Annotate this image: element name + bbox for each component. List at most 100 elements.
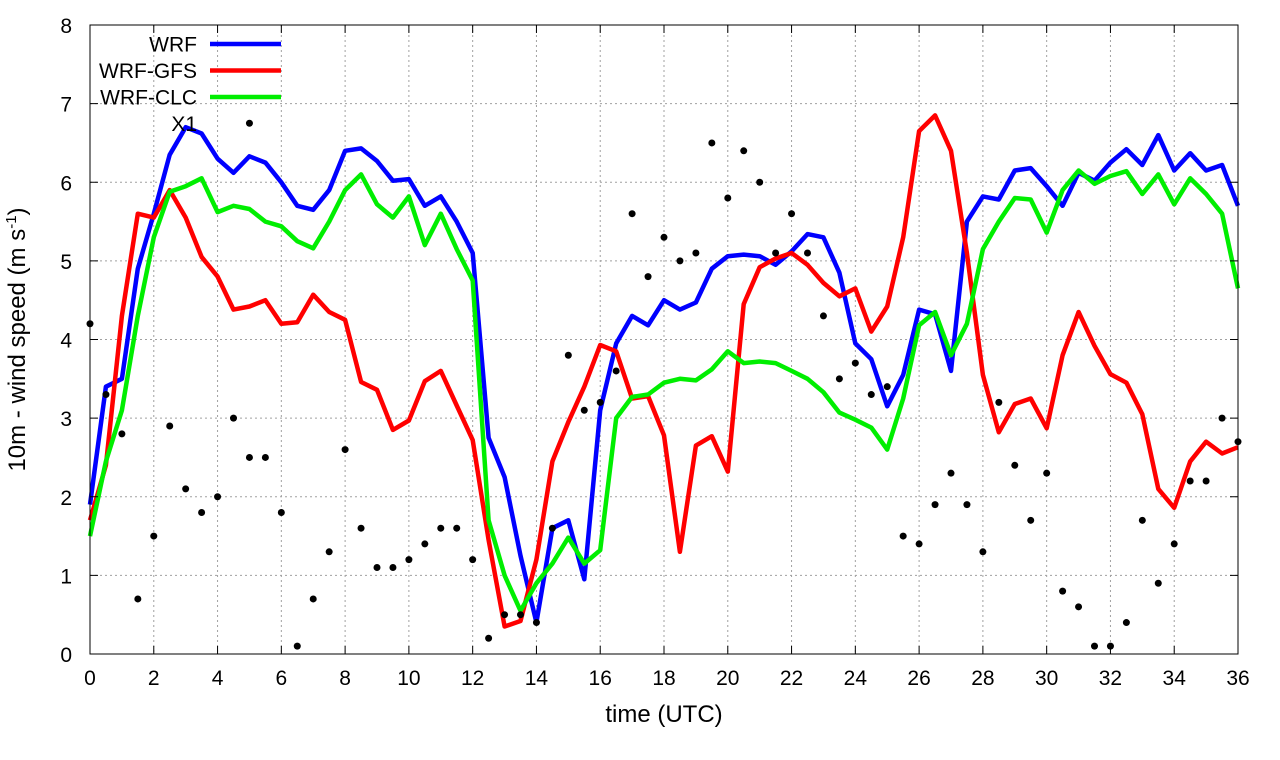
data-point-x1 bbox=[548, 524, 556, 532]
y-axis-title-main: 10m - wind speed (m s bbox=[4, 229, 31, 472]
data-point-x1 bbox=[198, 508, 206, 516]
data-point-x1 bbox=[772, 249, 780, 257]
x-tick-label: 22 bbox=[780, 667, 803, 690]
x-tick-label: 36 bbox=[1226, 667, 1249, 690]
data-point-x1 bbox=[851, 359, 859, 367]
data-point-x1 bbox=[182, 485, 190, 493]
data-point-x1 bbox=[644, 273, 652, 281]
x-tick-label: 0 bbox=[84, 667, 96, 690]
data-point-x1 bbox=[389, 564, 397, 572]
data-point-x1 bbox=[804, 249, 811, 257]
data-point-x1 bbox=[277, 508, 285, 516]
y-tick-label: 6 bbox=[60, 172, 72, 195]
x-tick-label: 26 bbox=[907, 667, 930, 690]
data-point-x1 bbox=[947, 469, 955, 477]
x-tick-label: 6 bbox=[275, 667, 287, 690]
x-tick-label: 4 bbox=[212, 667, 224, 690]
y-axis-title: 10m - wind speed (m s-1) bbox=[3, 207, 31, 471]
data-point-x1 bbox=[485, 634, 493, 642]
data-point-x1 bbox=[1075, 603, 1083, 611]
x-tick-label: 34 bbox=[1163, 667, 1187, 690]
data-point-x1 bbox=[1186, 477, 1194, 485]
data-point-x1 bbox=[134, 595, 142, 603]
data-point-x1 bbox=[1154, 579, 1162, 587]
data-point-x1 bbox=[1138, 516, 1146, 524]
x-tick-label: 28 bbox=[971, 667, 994, 690]
data-point-x1 bbox=[1170, 540, 1178, 548]
data-point-x1 bbox=[214, 493, 222, 501]
data-point-x1 bbox=[1011, 461, 1019, 469]
series-line-wrf-clc bbox=[87, 168, 1241, 614]
x-tick-label: 30 bbox=[1035, 667, 1058, 690]
data-point-x1 bbox=[756, 178, 764, 186]
data-point-x1 bbox=[660, 233, 668, 241]
data-point-x1 bbox=[325, 548, 333, 556]
data-point-x1 bbox=[1122, 619, 1130, 627]
y-tick-label: 1 bbox=[60, 565, 72, 588]
data-point-x1 bbox=[740, 147, 748, 155]
data-point-x1 bbox=[245, 453, 253, 461]
data-point-x1 bbox=[501, 611, 509, 619]
y-tick-label: 2 bbox=[60, 487, 72, 510]
y-tick-label: 4 bbox=[60, 330, 72, 353]
data-point-x1 bbox=[692, 249, 700, 257]
x-tick-label: 8 bbox=[339, 667, 351, 690]
data-point-x1 bbox=[676, 257, 684, 265]
data-point-x1 bbox=[309, 595, 317, 603]
data-point-x1 bbox=[150, 532, 158, 540]
data-point-x1 bbox=[102, 391, 110, 399]
x-tick-label: 32 bbox=[1099, 667, 1122, 690]
y-tick-label: 5 bbox=[60, 251, 72, 274]
data-point-x1 bbox=[1043, 469, 1051, 477]
data-point-x1 bbox=[612, 367, 620, 375]
data-point-x1 bbox=[835, 375, 843, 383]
y-tick-labels: 0 1 2 3 4 5 6 7 8 bbox=[60, 15, 72, 667]
data-point-x1 bbox=[118, 430, 126, 438]
x-tick-labels: 0 2 4 6 8 10 12 14 16 18 20 22 24 26 28 30 32 34 36 bbox=[84, 667, 1250, 690]
legend: WRF WRF-GFS WRF-CLC X1 bbox=[99, 34, 281, 136]
x-tick-label: 20 bbox=[716, 667, 739, 690]
data-point-x1 bbox=[532, 619, 540, 627]
data-point-x1 bbox=[341, 446, 349, 454]
data-point-x1 bbox=[628, 210, 636, 218]
data-point-x1 bbox=[995, 398, 1003, 406]
observation-points bbox=[86, 119, 1242, 650]
data-point-x1 bbox=[979, 548, 987, 556]
data-point-x1 bbox=[1059, 587, 1067, 595]
series-layer bbox=[87, 113, 1241, 629]
data-point-x1 bbox=[915, 540, 923, 548]
data-point-x1 bbox=[453, 524, 461, 532]
y-axis-title-close: ) bbox=[4, 207, 31, 215]
data-point-x1 bbox=[357, 524, 365, 532]
data-point-x1 bbox=[899, 532, 907, 540]
data-point-x1 bbox=[1218, 414, 1226, 422]
data-point-x1 bbox=[261, 453, 269, 461]
data-point-x1 bbox=[564, 351, 572, 359]
x-tick-label: 24 bbox=[844, 667, 868, 690]
data-point-x1 bbox=[708, 139, 716, 147]
y-tick-label: 8 bbox=[60, 15, 72, 38]
data-point-x1 bbox=[421, 540, 429, 548]
data-point-x1 bbox=[245, 119, 253, 127]
data-point-x1 bbox=[1091, 642, 1098, 650]
data-point-x1 bbox=[293, 642, 301, 650]
x-tick-label: 14 bbox=[525, 667, 549, 690]
data-point-x1 bbox=[788, 210, 796, 218]
data-point-x1 bbox=[166, 422, 174, 430]
data-point-x1 bbox=[469, 556, 477, 564]
data-point-x1 bbox=[963, 501, 971, 509]
series-line-wrf-gfs bbox=[87, 113, 1239, 629]
data-point-x1 bbox=[883, 383, 891, 391]
data-point-x1 bbox=[517, 611, 524, 619]
series-line-wrf bbox=[87, 124, 1241, 625]
x-axis-title: time (UTC) bbox=[605, 701, 722, 728]
data-point-x1 bbox=[867, 391, 875, 399]
y-tick-label: 7 bbox=[60, 94, 72, 117]
data-point-x1 bbox=[931, 501, 939, 509]
legend-label-wrf-gfs: WRF-GFS bbox=[99, 60, 197, 83]
data-point-x1 bbox=[580, 406, 588, 414]
y-tick-label: 3 bbox=[60, 408, 72, 431]
data-point-x1 bbox=[437, 524, 445, 532]
